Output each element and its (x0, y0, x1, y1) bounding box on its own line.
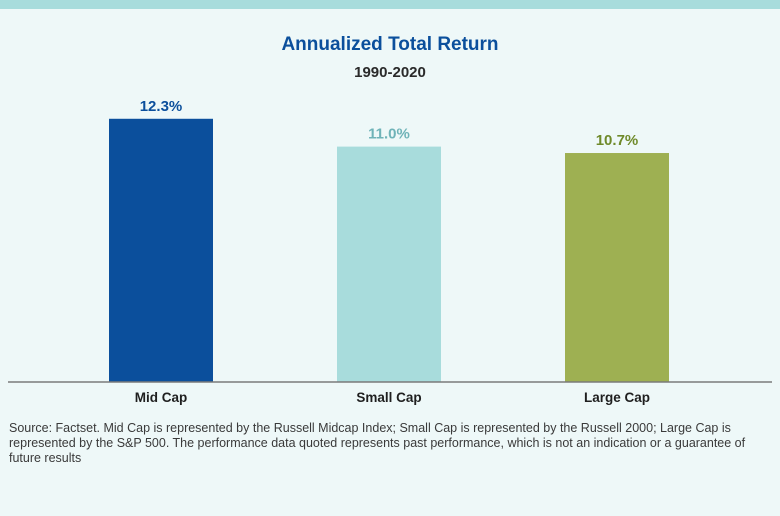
bars-layer: 12.3% Mid Cap 11.0% Small Cap 10.7% Large Cap (109, 98, 669, 405)
category-label-large-cap: Large Cap (584, 390, 650, 405)
source-footnote: Source: Factset. Mid Cap is represented … (9, 421, 746, 465)
value-label-large-cap: 10.7% (596, 132, 639, 149)
top-accent-band (0, 0, 780, 9)
chart-subtitle: 1990-2020 (354, 64, 426, 81)
bar-mid-cap (109, 118, 213, 382)
chart-title: Annualized Total Return (281, 34, 499, 55)
bar-small-cap (337, 146, 441, 382)
value-label-mid-cap: 12.3% (140, 98, 183, 115)
value-label-small-cap: 11.0% (368, 126, 410, 143)
category-label-small-cap: Small Cap (356, 390, 421, 405)
bar-chart: 12.3% Mid Cap 11.0% Small Cap 10.7% Large Cap (8, 98, 772, 405)
category-label-mid-cap: Mid Cap (135, 390, 188, 405)
bar-large-cap (565, 153, 669, 382)
